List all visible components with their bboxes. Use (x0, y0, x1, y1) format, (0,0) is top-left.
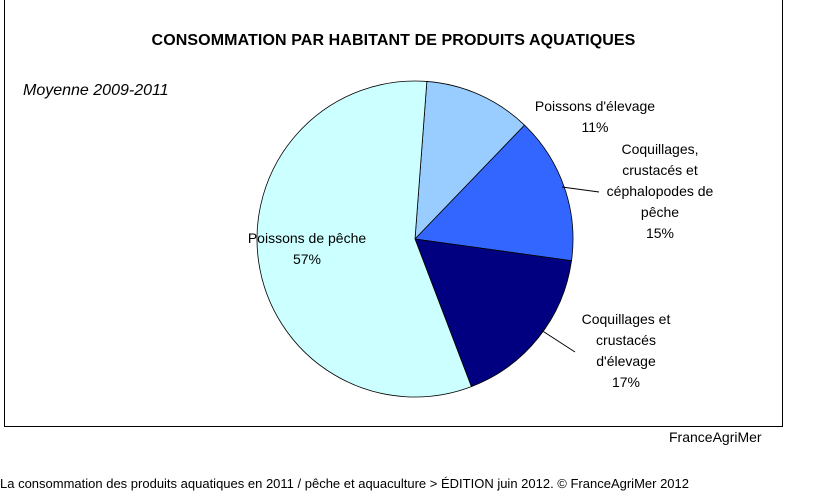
pie-slice-poissons-peche (256, 80, 472, 398)
slice-label-text: Poissons de pêche (230, 228, 384, 249)
slice-label-percent: 57% (292, 251, 322, 267)
pie-slice-coquillages-elevage (414, 238, 572, 388)
slice-label-line: pêche (640, 204, 680, 220)
leader-line-coquillages-elevage (540, 329, 576, 353)
slice-label-percent: 15% (645, 225, 675, 241)
pie-slice-poissons-elevage (414, 81, 526, 241)
slice-label-poissons-peche: Poissons de pêche 57% (230, 228, 384, 270)
slice-label-line: Poissons d'élevage (534, 98, 656, 114)
slice-label-line: céphalopodes de (606, 183, 714, 199)
slice-label-line: crustacés et (622, 162, 698, 178)
slice-label-line: Coquillages et (581, 311, 671, 327)
source-label: FranceAgriMer (669, 429, 762, 445)
chart-title: CONSOMMATION PAR HABITANT DE PRODUITS AQ… (151, 32, 636, 49)
slice-label-text: Poissons d'élevage (522, 96, 668, 117)
slice-label-text: Coquillages et crustacés d'élevage (566, 309, 686, 372)
slice-label-text: Coquillages, crustacés et céphalopodes de p… (594, 139, 726, 223)
footer-caption: La consommation des produits aquatiques … (0, 476, 689, 491)
slice-label-line: crustacés (596, 332, 656, 348)
slice-label-percent: 11% (581, 119, 609, 135)
slice-label-coquillages-elevage: Coquillages et crustacés d'élevage 17% (566, 309, 686, 393)
slice-label-line: Poissons de pêche (247, 230, 367, 246)
slice-label-poissons-elevage: Poissons d'élevage 11% (522, 96, 668, 138)
chart-subtitle: Moyenne 2009-2011 (23, 82, 169, 99)
slice-label-percent: 17% (611, 374, 641, 390)
slice-label-line: d'élevage (596, 353, 656, 369)
slice-label-coquillages-peche: Coquillages, crustacés et céphalopodes de p… (594, 139, 726, 244)
slice-label-line: Coquillages, (621, 141, 699, 157)
leader-line-coquillages-peche (561, 186, 600, 193)
